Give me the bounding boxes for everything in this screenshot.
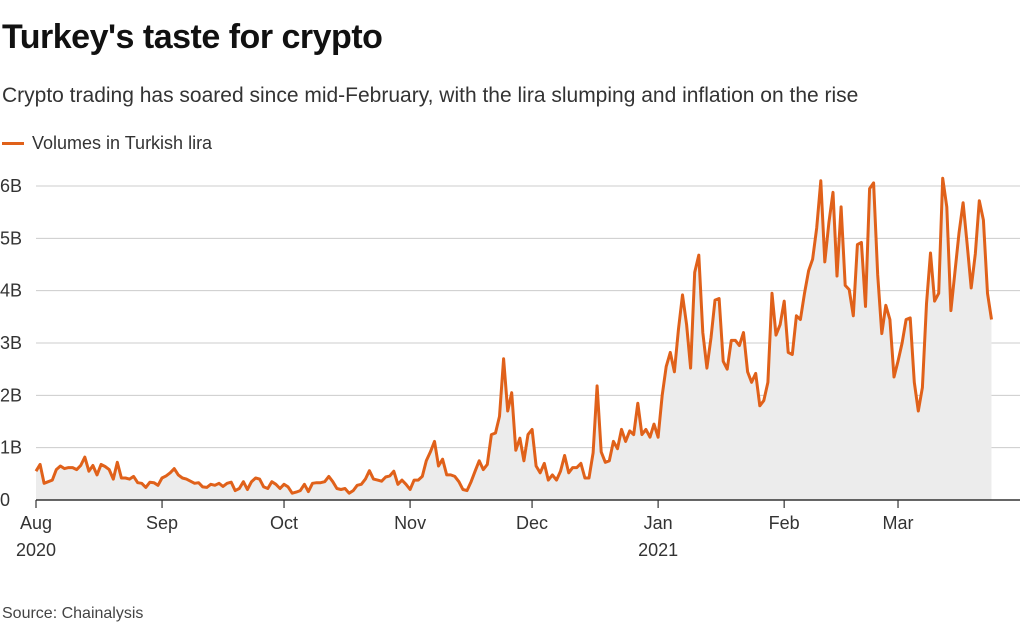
y-tick-label-0: 0 — [0, 490, 10, 510]
y-tick-label-5B: 5B — [0, 228, 22, 248]
x-tick-label-Nov: Nov — [394, 513, 426, 533]
x-tick-label-Dec: Dec — [516, 513, 548, 533]
y-tick-label-1B: 1B — [0, 438, 22, 458]
x-tick-label-Mar: Mar — [883, 513, 914, 533]
y-tick-label-2B: 2B — [0, 385, 22, 405]
y-tick-label-6B: 6B — [0, 176, 22, 196]
legend-line-swatch — [2, 142, 24, 145]
series-line-volumes — [34, 176, 993, 495]
legend: Volumes in Turkish lira — [2, 133, 212, 154]
source-note: Source: Chainalysis — [2, 605, 144, 622]
x-tick-label-Aug: Aug — [20, 513, 52, 533]
x-tick-label-Oct: Oct — [270, 513, 298, 533]
chart-title: Turkey's taste for crypto — [2, 18, 383, 56]
chart-subtitle: Crypto trading has soared since mid-Febr… — [2, 84, 859, 107]
x-tick-year-2020: 2020 — [16, 540, 56, 560]
x-tick-label-Jan: Jan — [644, 513, 673, 533]
y-tick-label-4B: 4B — [0, 281, 22, 301]
series-area — [36, 178, 992, 500]
x-tick-year-2021: 2021 — [638, 540, 678, 560]
y-tick-label-3B: 3B — [0, 333, 22, 353]
x-tick-label-Sep: Sep — [146, 513, 178, 533]
x-tick-label-Feb: Feb — [769, 513, 800, 533]
legend-label: Volumes in Turkish lira — [32, 133, 213, 153]
